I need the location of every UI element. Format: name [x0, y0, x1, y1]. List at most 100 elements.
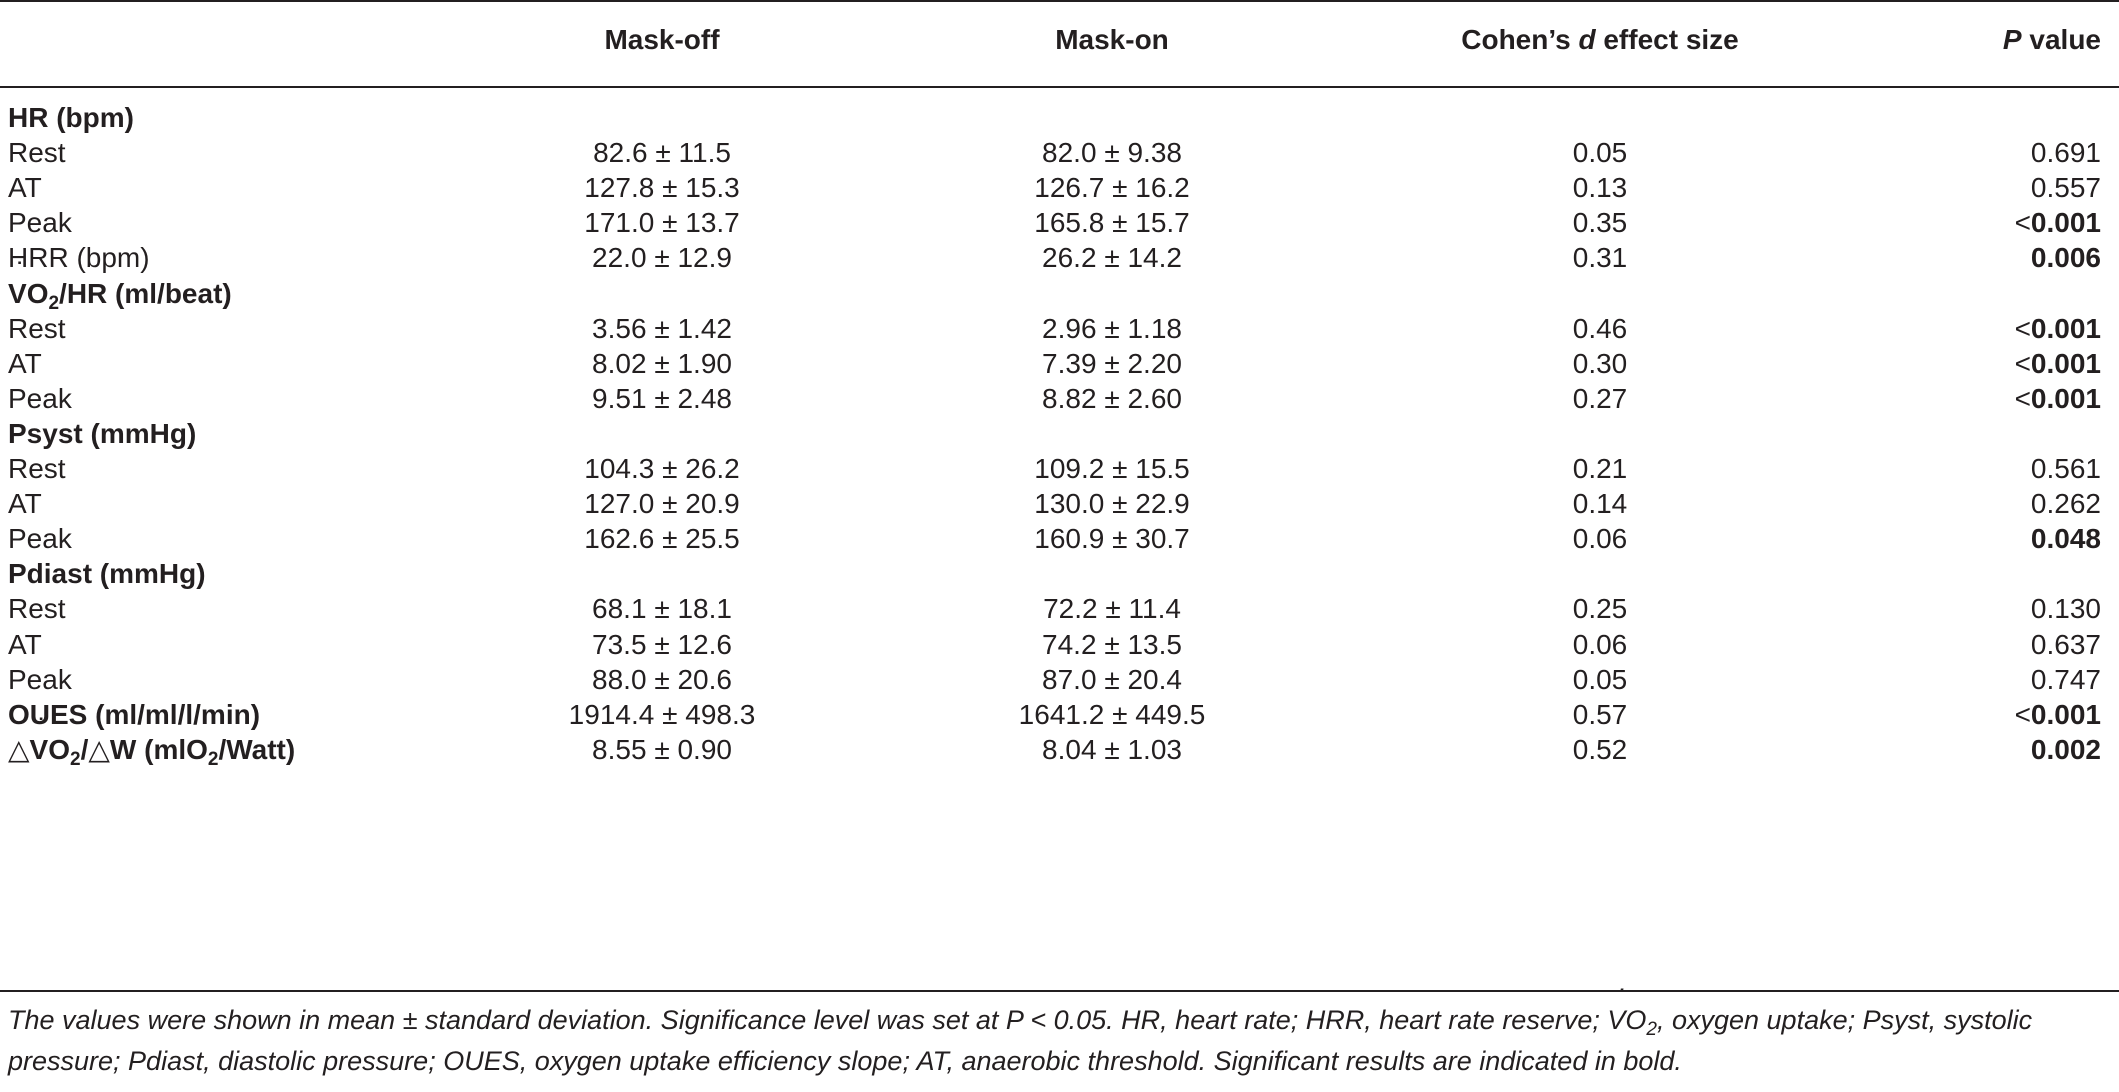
p-value: 0.130	[2030, 593, 2101, 625]
row-label: AT	[8, 172, 42, 204]
p-value: 0.637	[2030, 628, 2101, 660]
p-value: 0.747	[2030, 663, 2101, 695]
table-row: AT 8.02 ± 1.90 7.39 ± 2.20 0.30 <0.001	[0, 341, 2119, 388]
effect-size-value: 0.06	[1572, 628, 1628, 660]
row-label: Rest	[8, 593, 66, 625]
table-row: AT 73.5 ± 12.6 74.2 ± 13.5 0.06 0.637	[0, 622, 2119, 669]
header-effect-size: Cohen’s d effect size	[1461, 24, 1739, 55]
effect-size-value: 0.25	[1572, 593, 1628, 625]
row-label: Peak	[8, 663, 72, 695]
mask-off-value: 22.0 ± 12.9	[592, 242, 732, 274]
p-value: 0.262	[2030, 488, 2101, 520]
table-row: AT 127.0 ± 20.9 130.0 ± 22.9 0.14 0.262	[0, 481, 2119, 528]
effect-size-value: 0.31	[1572, 242, 1628, 274]
mask-on-value: 109.2 ± 15.5	[1034, 453, 1190, 484]
table-row: Peak 9.51 ± 2.48 8.82 ± 2.60 0.27 <0.001	[0, 376, 2119, 423]
mask-off-value: 3.56 ± 1.42	[592, 312, 732, 344]
row-label: Rest	[8, 453, 66, 484]
effect-size-value: 0.14	[1572, 488, 1628, 520]
table-row: Peak 88.0 ± 20.6 87.0 ± 20.4 0.05 0.747	[0, 657, 2119, 704]
p-value: 0.048	[2030, 523, 2101, 555]
p-value: 0.002	[2030, 733, 2101, 765]
mask-off-value: 171.0 ± 13.7	[584, 207, 740, 239]
mask-on-value: 1641.2 ± 449.5	[1018, 698, 1206, 730]
row-label: AT	[8, 628, 42, 660]
table-footnote: The values were shown in mean ± standard…	[8, 980, 2108, 1082]
mask-off-value: 73.5 ± 12.6	[592, 628, 732, 660]
p-value: <0.001	[2014, 382, 2101, 414]
effect-size-value: 0.52	[1572, 733, 1628, 765]
effect-size-value: 0.30	[1572, 347, 1628, 379]
table-row: Rest 3.56 ± 1.42 2.96 ± 1.18 0.46 <0.001	[0, 306, 2119, 353]
p-value: 0.557	[2030, 172, 2101, 204]
header-mask-on: Mask-on	[1055, 24, 1169, 55]
mask-off-value: 9.51 ± 2.48	[592, 382, 732, 414]
p-value: <0.001	[2014, 312, 2101, 344]
mask-on-value: 26.2 ± 14.2	[1042, 242, 1182, 274]
table-row: Pdiast (mmHg)	[0, 551, 2119, 598]
table-row: HRR (bpm) 22.0 ± 12.9 26.2 ± 14.2 0.31 0.006	[0, 235, 2119, 282]
top-rule	[0, 0, 2119, 2]
p-value: <0.001	[2014, 698, 2101, 730]
mask-on-value: 72.2 ± 11.4	[1043, 593, 1181, 625]
effect-size-value: 0.13	[1572, 172, 1628, 204]
mask-on-value: 160.9 ± 30.7	[1034, 523, 1190, 555]
effect-size-value: 0.05	[1572, 137, 1628, 169]
row-label: Pdiast (mmHg)	[8, 558, 206, 590]
effect-size-value: 0.05	[1572, 663, 1628, 695]
p-value: 0.561	[2030, 453, 2101, 484]
table-row: Psyst (mmHg)	[0, 411, 2119, 458]
effect-size-value: 0.06	[1572, 523, 1628, 555]
mask-off-value: 82.6 ± 11.5	[593, 137, 731, 169]
mask-off-value: 8.02 ± 1.90	[592, 347, 732, 379]
effect-size-value: 0.35	[1572, 207, 1628, 239]
row-label: Peak	[8, 207, 72, 239]
effect-size-value: 0.27	[1572, 382, 1628, 414]
effect-size-value: 0.21	[1572, 453, 1628, 484]
effect-size-value: 0.46	[1572, 312, 1628, 344]
table-row: Rest 82.6 ± 11.5 82.0 ± 9.38 0.05 0.691	[0, 130, 2119, 177]
mask-on-value: 130.0 ± 22.9	[1034, 488, 1190, 520]
p-value: <0.001	[2014, 207, 2101, 239]
table-row: Rest 104.3 ± 26.2 109.2 ± 15.5 0.21 0.561	[0, 446, 2119, 493]
row-label: Peak	[8, 523, 72, 555]
row-label: Rest	[8, 137, 66, 169]
mask-off-value: 68.1 ± 18.1	[592, 593, 732, 625]
bottom-rule	[0, 990, 2119, 992]
row-label: Peak	[8, 382, 72, 414]
header-mask-off: Mask-off	[604, 24, 720, 55]
row-label: Psyst (mmHg)	[8, 417, 197, 449]
mask-off-value: 88.0 ± 20.6	[592, 663, 732, 695]
table-row: AT 127.8 ± 15.3 126.7 ± 16.2 0.13 0.557	[0, 165, 2119, 212]
table-row: Peak 162.6 ± 25.5 160.9 ± 30.7 0.06 0.048	[0, 516, 2119, 563]
row-label: HR (bpm)	[8, 102, 134, 133]
mask-on-value: 82.0 ± 9.38	[1042, 137, 1182, 169]
mask-on-value: 2.96 ± 1.18	[1042, 312, 1182, 344]
effect-size-value: 0.57	[1572, 698, 1628, 730]
header-rule	[0, 86, 2119, 88]
row-label: AT	[8, 488, 42, 520]
table-header: Mask-off Mask-on Cohen’s d effect size P…	[0, 0, 2119, 86]
mask-on-value: 74.2 ± 13.5	[1042, 628, 1182, 660]
mask-on-value: 7.39 ± 2.20	[1042, 347, 1182, 379]
table-row: OUES (ml/ml/l/min) 1914.4 ± 498.3 1641.2 ±…	[0, 692, 2119, 739]
mask-off-value: 8.55 ± 0.90	[592, 733, 732, 765]
header-p-value: P value	[2002, 24, 2101, 55]
table-row: △VO2/△W (mlO2/Watt) 8.55 ± 0.90 8.04 ± 1.0…	[0, 710, 2119, 774]
row-label: VO2/HR (ml/beat)	[8, 254, 232, 314]
p-value: 0.006	[2030, 242, 2101, 274]
p-value: 0.691	[2030, 137, 2101, 169]
table-row: Rest 68.1 ± 18.1 72.2 ± 11.4 0.25 0.130	[0, 586, 2119, 633]
table-row: VO2/HR (ml/beat)	[0, 254, 2119, 318]
row-label: OUES (ml/ml/l/min)	[8, 698, 261, 730]
mask-on-value: 8.04 ± 1.03	[1042, 733, 1182, 765]
mask-on-value: 126.7 ± 16.2	[1034, 172, 1190, 204]
mask-on-value: 8.82 ± 2.60	[1042, 382, 1182, 414]
mask-off-value: 1914.4 ± 498.3	[568, 698, 756, 730]
row-label: △VO2/△W (mlO2/Watt)	[8, 710, 295, 770]
row-label: HRR (bpm)	[8, 242, 150, 274]
mask-off-value: 104.3 ± 26.2	[584, 453, 740, 484]
table-row: HR (bpm)	[0, 95, 2119, 142]
mask-off-value: 127.8 ± 15.3	[584, 172, 740, 204]
